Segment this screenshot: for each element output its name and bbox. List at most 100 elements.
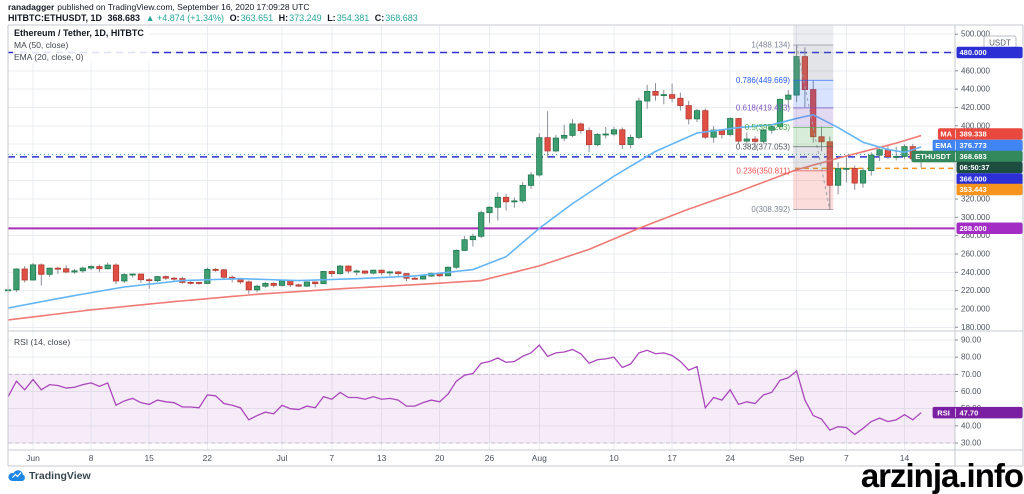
svg-text:47.70: 47.70 xyxy=(960,408,979,417)
candle xyxy=(669,94,676,99)
candle xyxy=(793,56,800,96)
candle xyxy=(519,184,526,202)
price-tick: 280.000 xyxy=(961,231,990,240)
candle xyxy=(121,274,128,282)
candle xyxy=(419,275,427,280)
candle xyxy=(561,134,568,139)
rsi-tick: 40.00 xyxy=(961,421,982,430)
axis-unit-label: USDT xyxy=(989,39,1011,48)
price-tick: 440.000 xyxy=(961,85,990,94)
fib-trend-line xyxy=(796,44,831,210)
svg-text:368.683: 368.683 xyxy=(960,152,987,161)
candle xyxy=(204,268,211,284)
candle xyxy=(13,268,20,291)
time-tick: 15 xyxy=(144,453,154,463)
candle xyxy=(644,91,651,102)
candle xyxy=(586,130,593,146)
candle xyxy=(610,129,618,135)
countdown-badge xyxy=(956,161,1023,174)
candle xyxy=(635,100,643,138)
candle xyxy=(660,94,667,97)
time-tick: 10 xyxy=(609,453,619,463)
symbol-ohlc-line: HITBTC:ETHUSDT, 1D 368.683 ▲ +4.874 (+1.… xyxy=(8,13,1024,23)
candle xyxy=(710,129,717,138)
low-value: 354.381 xyxy=(336,13,370,23)
candle xyxy=(893,156,900,158)
rsi-band xyxy=(8,373,955,444)
candle xyxy=(884,149,892,158)
candle xyxy=(187,281,194,284)
time-tick: Sep xyxy=(789,453,804,463)
candle xyxy=(527,174,535,186)
time-axis[interactable]: Jun 8 15 22 Jul 7 13 20 26 Aug 10 17 24 Sep 7 14 xyxy=(26,453,909,463)
candle xyxy=(54,267,62,270)
candle xyxy=(88,266,95,269)
tradingview-brand-text: TradingView xyxy=(29,469,91,482)
candle xyxy=(785,94,792,100)
time-tick: 20 xyxy=(435,453,445,463)
candle xyxy=(552,137,560,152)
time-tick: 7 xyxy=(844,453,849,463)
publish-line: ranadagger published on TradingView.com, … xyxy=(8,2,1024,12)
high-value: 373.249 xyxy=(289,13,322,23)
candle xyxy=(237,278,244,283)
candle xyxy=(851,167,858,184)
candle xyxy=(262,282,269,287)
fib-level-label: 0(308.392) xyxy=(751,205,790,214)
time-tick: 7 xyxy=(329,453,334,463)
candle xyxy=(328,271,335,274)
candle xyxy=(96,266,103,270)
svg-text:389.338: 389.338 xyxy=(960,130,987,139)
ema-legend-row: EMA (20, close, 0) xyxy=(14,51,84,62)
candle xyxy=(170,277,178,280)
rsi-tick: 80.00 xyxy=(961,353,982,362)
price-axis[interactable]: 500.000 460.000 440.000 420.000 400.000 320.0… xyxy=(955,30,1017,448)
svg-text:376.773: 376.773 xyxy=(960,141,987,150)
candle xyxy=(619,129,626,145)
candle xyxy=(245,281,252,291)
svg-text:EMA: EMA xyxy=(935,141,952,150)
fib-level-label: 0.618(419.473) xyxy=(736,103,791,112)
candle xyxy=(104,264,111,270)
high-label: H: xyxy=(278,13,289,23)
candle xyxy=(129,273,136,276)
ma50-line xyxy=(8,134,922,321)
svg-text:288.000: 288.000 xyxy=(960,224,987,233)
candle xyxy=(378,269,385,274)
candle xyxy=(38,264,45,275)
candle xyxy=(395,271,402,274)
candle xyxy=(768,126,775,131)
symbol-title: Ethereum / Tether, 1D, HITBTC xyxy=(14,28,144,38)
candle xyxy=(677,97,684,107)
open-value: 363.651 xyxy=(240,13,274,23)
candle xyxy=(195,282,203,284)
candle xyxy=(486,206,493,214)
candle xyxy=(511,200,518,203)
rsi-tick: 60.00 xyxy=(961,387,982,396)
level-366-badge xyxy=(956,173,1023,185)
candle xyxy=(46,267,53,275)
price-tick: 420.000 xyxy=(961,103,990,112)
time-tick: 8 xyxy=(89,453,94,463)
tradingview-cloud-icon xyxy=(8,470,25,482)
candle xyxy=(760,129,767,142)
fib-level-label: 0.5(398.263) xyxy=(745,123,791,132)
close-value: 368.683 xyxy=(385,13,418,23)
price-tick: 320.000 xyxy=(961,195,990,204)
ema20-line xyxy=(7,113,922,309)
level-353-badge xyxy=(956,183,1023,196)
time-tick: 26 xyxy=(485,453,495,463)
candle xyxy=(727,118,734,135)
candle xyxy=(652,91,659,96)
candle xyxy=(295,284,302,287)
tradingview-logo[interactable]: TradingView xyxy=(8,469,91,482)
candle xyxy=(287,280,294,286)
chart-legend: Ethereum / Tether, 1D, HITBTC MA (50, cl… xyxy=(13,28,150,63)
candle xyxy=(544,137,551,152)
candle xyxy=(461,239,468,251)
overlays xyxy=(7,113,922,321)
candle xyxy=(29,264,37,281)
svg-text:353.443: 353.443 xyxy=(960,185,987,194)
candle xyxy=(345,265,352,272)
